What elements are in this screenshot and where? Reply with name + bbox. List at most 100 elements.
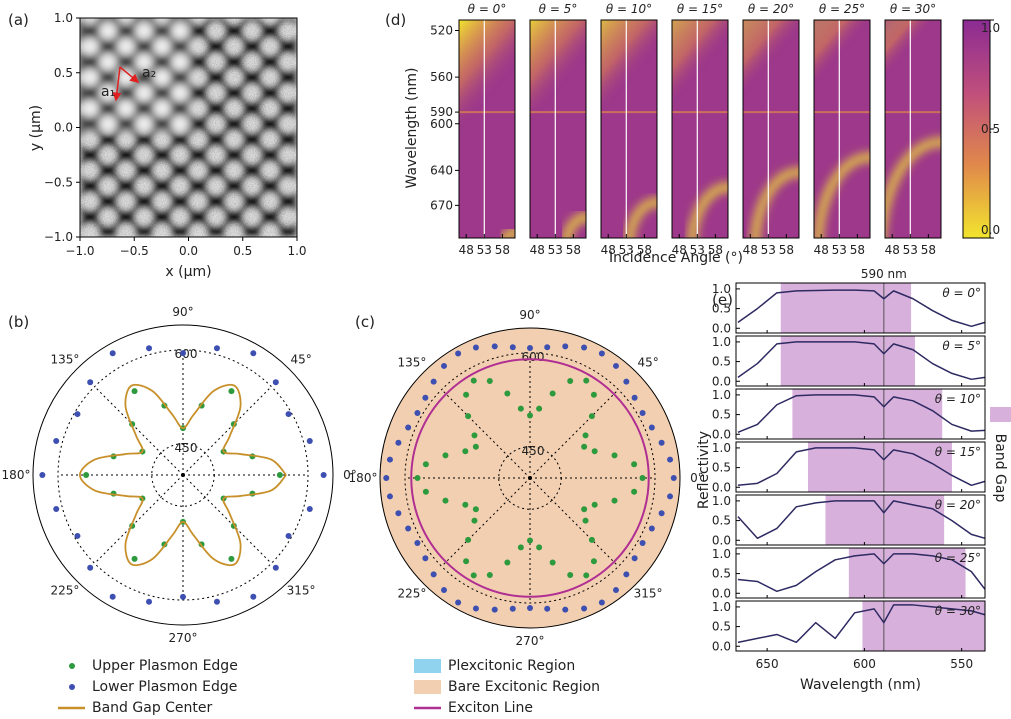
angle-tick-label: 180° [349, 471, 378, 485]
point [649, 525, 655, 531]
x-tick-label: 650 [756, 657, 779, 671]
x-tick-label: 48 [743, 243, 758, 257]
x-tick-label: 53 [903, 243, 918, 257]
point [592, 448, 598, 454]
point [613, 363, 619, 369]
angle-tick-label: 135° [397, 356, 426, 370]
point [599, 351, 605, 357]
y-tick-label: 0.0 [712, 480, 731, 494]
y-tick-label: 1.0 [712, 282, 731, 296]
point [110, 594, 116, 600]
point [228, 556, 234, 562]
point [132, 556, 138, 562]
point [623, 379, 629, 385]
point [83, 472, 89, 478]
x-tick-label: 53 [761, 243, 776, 257]
heatmap-panel [530, 20, 606, 275]
point [640, 540, 646, 546]
point [395, 510, 401, 516]
y-axis-label: Wavelength (nm) [404, 68, 420, 189]
angle-tick-label: 90° [519, 308, 540, 322]
angle-tick-label: 135° [50, 353, 79, 367]
point [307, 438, 313, 444]
point [591, 558, 597, 564]
y-tick-label: 0.5 [712, 620, 731, 634]
point [414, 410, 420, 416]
panel-title: θ = 25° [935, 551, 981, 565]
y-tick-label: 0.0 [712, 639, 731, 653]
y-tick-label: 0.5 [54, 66, 73, 80]
y-tick-label: 1.0 [712, 547, 731, 561]
y-tick-label: 560 [430, 70, 453, 84]
point [53, 506, 59, 512]
legend-label: Upper Plasmon Edge [92, 658, 238, 674]
point [180, 350, 186, 356]
angle-tick-label: 45° [637, 356, 658, 370]
panel-title: θ = 15° [935, 445, 981, 459]
heatmap-top [530, 20, 586, 238]
point [228, 388, 234, 394]
point [583, 572, 589, 578]
panel-title: θ = 0° [468, 2, 507, 16]
point [286, 411, 292, 417]
y-tick-label: 1.0 [712, 335, 731, 349]
point [422, 395, 428, 401]
point [589, 537, 595, 543]
y-tick-label: 1.0 [712, 494, 731, 508]
point [632, 395, 638, 401]
y-tick-label: 520 [430, 23, 453, 37]
point [667, 457, 673, 463]
point [441, 363, 447, 369]
legend-label: Exciton Line [448, 700, 533, 716]
panel-title: θ = 0° [942, 286, 981, 300]
point [613, 587, 619, 593]
point [567, 572, 573, 578]
panel-label: (a) [8, 11, 29, 29]
radial-tick-label: 600 [522, 350, 545, 364]
point [527, 605, 533, 611]
point [442, 498, 448, 504]
heatmap-panel [459, 20, 527, 260]
point [518, 406, 524, 412]
legend-label: Plexcitonic Region [448, 658, 575, 674]
point [550, 560, 556, 566]
x-tick-label: 1.0 [287, 244, 306, 258]
annotation: a₂ [142, 65, 156, 81]
point [640, 410, 646, 416]
heatmap-top [459, 20, 515, 238]
y-axis-label: Reflectivity [696, 431, 712, 509]
panel-label: (b) [8, 313, 29, 331]
panel-title: θ = 15° [677, 2, 723, 16]
panel-title: θ = 25° [819, 2, 865, 16]
point [87, 565, 93, 571]
point [441, 587, 447, 593]
panel-title: θ = 20° [935, 498, 981, 512]
y-tick-label: 600 [430, 117, 453, 131]
point [544, 344, 550, 350]
x-tick-label: 550 [950, 657, 973, 671]
y-tick-label: 0.0 [712, 427, 731, 441]
point [581, 506, 587, 512]
legend-label: Lower Plasmon Edge [92, 679, 237, 695]
y-tick-label: 1.0 [712, 441, 731, 455]
point [612, 452, 618, 458]
center-dot [181, 473, 185, 477]
point [405, 425, 411, 431]
point [146, 345, 152, 351]
x-tick-label: −0.5 [120, 244, 149, 258]
panel-title: θ = 5° [539, 2, 578, 16]
x-tick-label: 58 [495, 243, 510, 257]
point [383, 475, 389, 481]
point [536, 406, 542, 412]
legend-marker [69, 684, 75, 690]
point [544, 606, 550, 612]
angle-tick-label: 90° [172, 305, 193, 319]
point [273, 379, 279, 385]
point [214, 599, 220, 605]
center-dot [528, 476, 532, 480]
point [667, 493, 673, 499]
point [671, 475, 677, 481]
y-tick-label: 0.0 [712, 374, 731, 388]
x-tick-label: 48 [885, 243, 900, 257]
y-tick-label: 0.5 [712, 514, 731, 528]
